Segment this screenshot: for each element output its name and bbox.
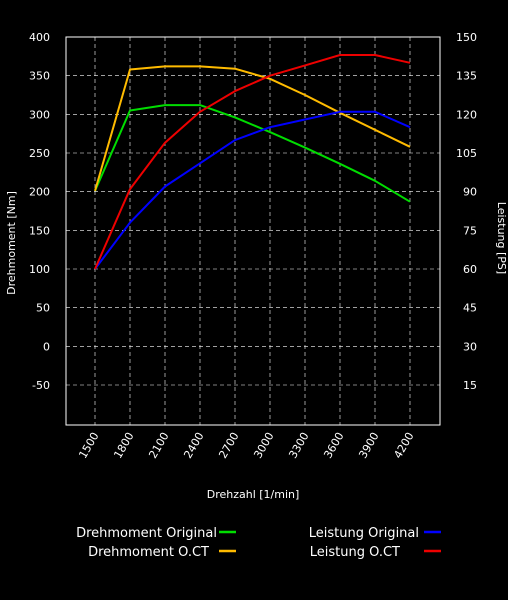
y-tick-left-label: 300 [29, 108, 50, 121]
y-tick-left-label: 400 [29, 31, 50, 44]
y-tick-right-label: 15 [463, 379, 477, 392]
x-tick-label: 2400 [181, 430, 206, 461]
series-line-leistung-o-ct [94, 54, 411, 270]
series-lines [94, 54, 411, 270]
plot-border [65, 36, 441, 426]
y-tick-left-label: 350 [29, 70, 50, 83]
x-tick-label: 3000 [251, 430, 276, 461]
x-tick-label: 3300 [286, 430, 311, 461]
x-tick-label: 2700 [216, 430, 241, 461]
y-tick-left-label: -50 [32, 379, 50, 392]
series-line-drehmoment-o-ct [94, 65, 411, 192]
series-line-drehmoment-original [94, 104, 411, 203]
y-tick-right-label: 150 [456, 31, 477, 44]
y-axis-left-ticks: 400 350 300 250 200 150 100 50 0 -50 [29, 31, 50, 392]
y-tick-right-label: 75 [463, 224, 477, 237]
x-tick-label: 3600 [321, 430, 346, 461]
y-tick-right-label: 105 [456, 147, 477, 160]
x-axis-ticks: 1500 1800 2100 2400 2700 3000 3300 3600 3900 4200 [76, 430, 416, 461]
y-tick-right-label: 120 [456, 108, 477, 121]
y-tick-left-label: 100 [29, 263, 50, 276]
y-axis-left-label: Drehmoment [Nm] [5, 191, 18, 295]
series-line-leistung-original [94, 110, 411, 270]
x-tick-label: 2100 [146, 430, 171, 461]
x-tick-label: 1800 [111, 430, 136, 461]
y-axis-right-ticks: 150 135 120 105 90 75 60 45 30 15 [456, 31, 477, 392]
legend-label-drehmoment-o-ct: Drehmoment O.CT [88, 545, 209, 560]
y-tick-right-label: 135 [456, 70, 477, 83]
legend: Drehmoment Original Drehmoment O.CT Leistu… [76, 526, 441, 560]
x-tick-label: 1500 [76, 430, 101, 461]
y-tick-left-label: 200 [29, 186, 50, 199]
y-tick-left-label: 0 [43, 340, 50, 353]
legend-label-drehmoment-original: Drehmoment Original [76, 526, 217, 541]
y-tick-right-label: 45 [463, 302, 477, 315]
y-tick-left-label: 250 [29, 147, 50, 160]
x-tick-label: 4200 [391, 430, 416, 461]
plot-area [65, 36, 441, 426]
x-axis-label: Drehzahl [1/min] [207, 488, 300, 501]
y-tick-right-label: 90 [463, 186, 477, 199]
grid-lines [66, 36, 440, 425]
legend-label-leistung-original: Leistung Original [309, 526, 419, 541]
y-tick-left-label: 50 [36, 302, 50, 315]
y-tick-right-label: 30 [463, 340, 477, 353]
y-axis-right-label: Leistung [PS] [495, 202, 508, 274]
y-tick-right-label: 60 [463, 263, 477, 276]
x-tick-label: 3900 [356, 430, 381, 461]
legend-label-leistung-o-ct: Leistung O.CT [310, 545, 400, 560]
y-tick-left-label: 150 [29, 224, 50, 237]
